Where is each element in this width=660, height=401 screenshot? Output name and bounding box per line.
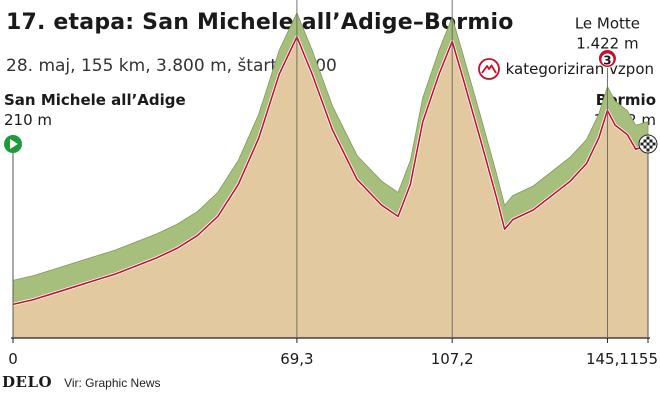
publisher-logo: DELO: [2, 373, 53, 391]
legend: kategoriziran vzpon: [477, 58, 654, 80]
play-icon-arrow: [10, 139, 18, 149]
start-name: San Michele all’Adige: [4, 91, 186, 109]
x-tick-label: 0: [8, 350, 18, 368]
checkered-square: [640, 142, 644, 146]
checkered-square: [649, 139, 653, 143]
checkered-square: [646, 136, 650, 140]
checkered-square: [649, 145, 653, 149]
checkered-square: [652, 142, 656, 146]
page-title: 17. etapa: San Michele all’Adige–Bormio: [6, 10, 514, 35]
x-tick-label: 155: [629, 350, 658, 368]
stage-details: 28. maj, 155 km, 3.800 m, štart: 13.00: [6, 56, 337, 76]
legend-label: kategoriziran vzpon: [505, 60, 654, 78]
climb-category: 3: [603, 53, 611, 67]
climb-name: Le Motte: [575, 14, 640, 32]
x-tick-label: 145,1: [586, 350, 629, 368]
mountain-icon: [477, 58, 500, 80]
checkered-square: [646, 142, 650, 146]
source-credit: Vir: Graphic News: [64, 376, 161, 390]
checkered-square: [646, 148, 650, 152]
footer: DELO Vir: Graphic News: [2, 373, 161, 391]
x-tick-label: 69,3: [280, 350, 313, 368]
climb-elevation: 1.422 m: [576, 34, 638, 52]
route-line: [12, 36, 649, 306]
start-label: San Michele all’Adige 210 m: [4, 90, 186, 130]
climb-marker-inner: [601, 53, 614, 66]
x-tick-label: 107,2: [431, 350, 474, 368]
elevation-area: [13, 36, 648, 339]
checkered-square: [643, 145, 647, 149]
checkered-square: [643, 139, 647, 143]
start-elevation: 210 m: [4, 111, 53, 129]
